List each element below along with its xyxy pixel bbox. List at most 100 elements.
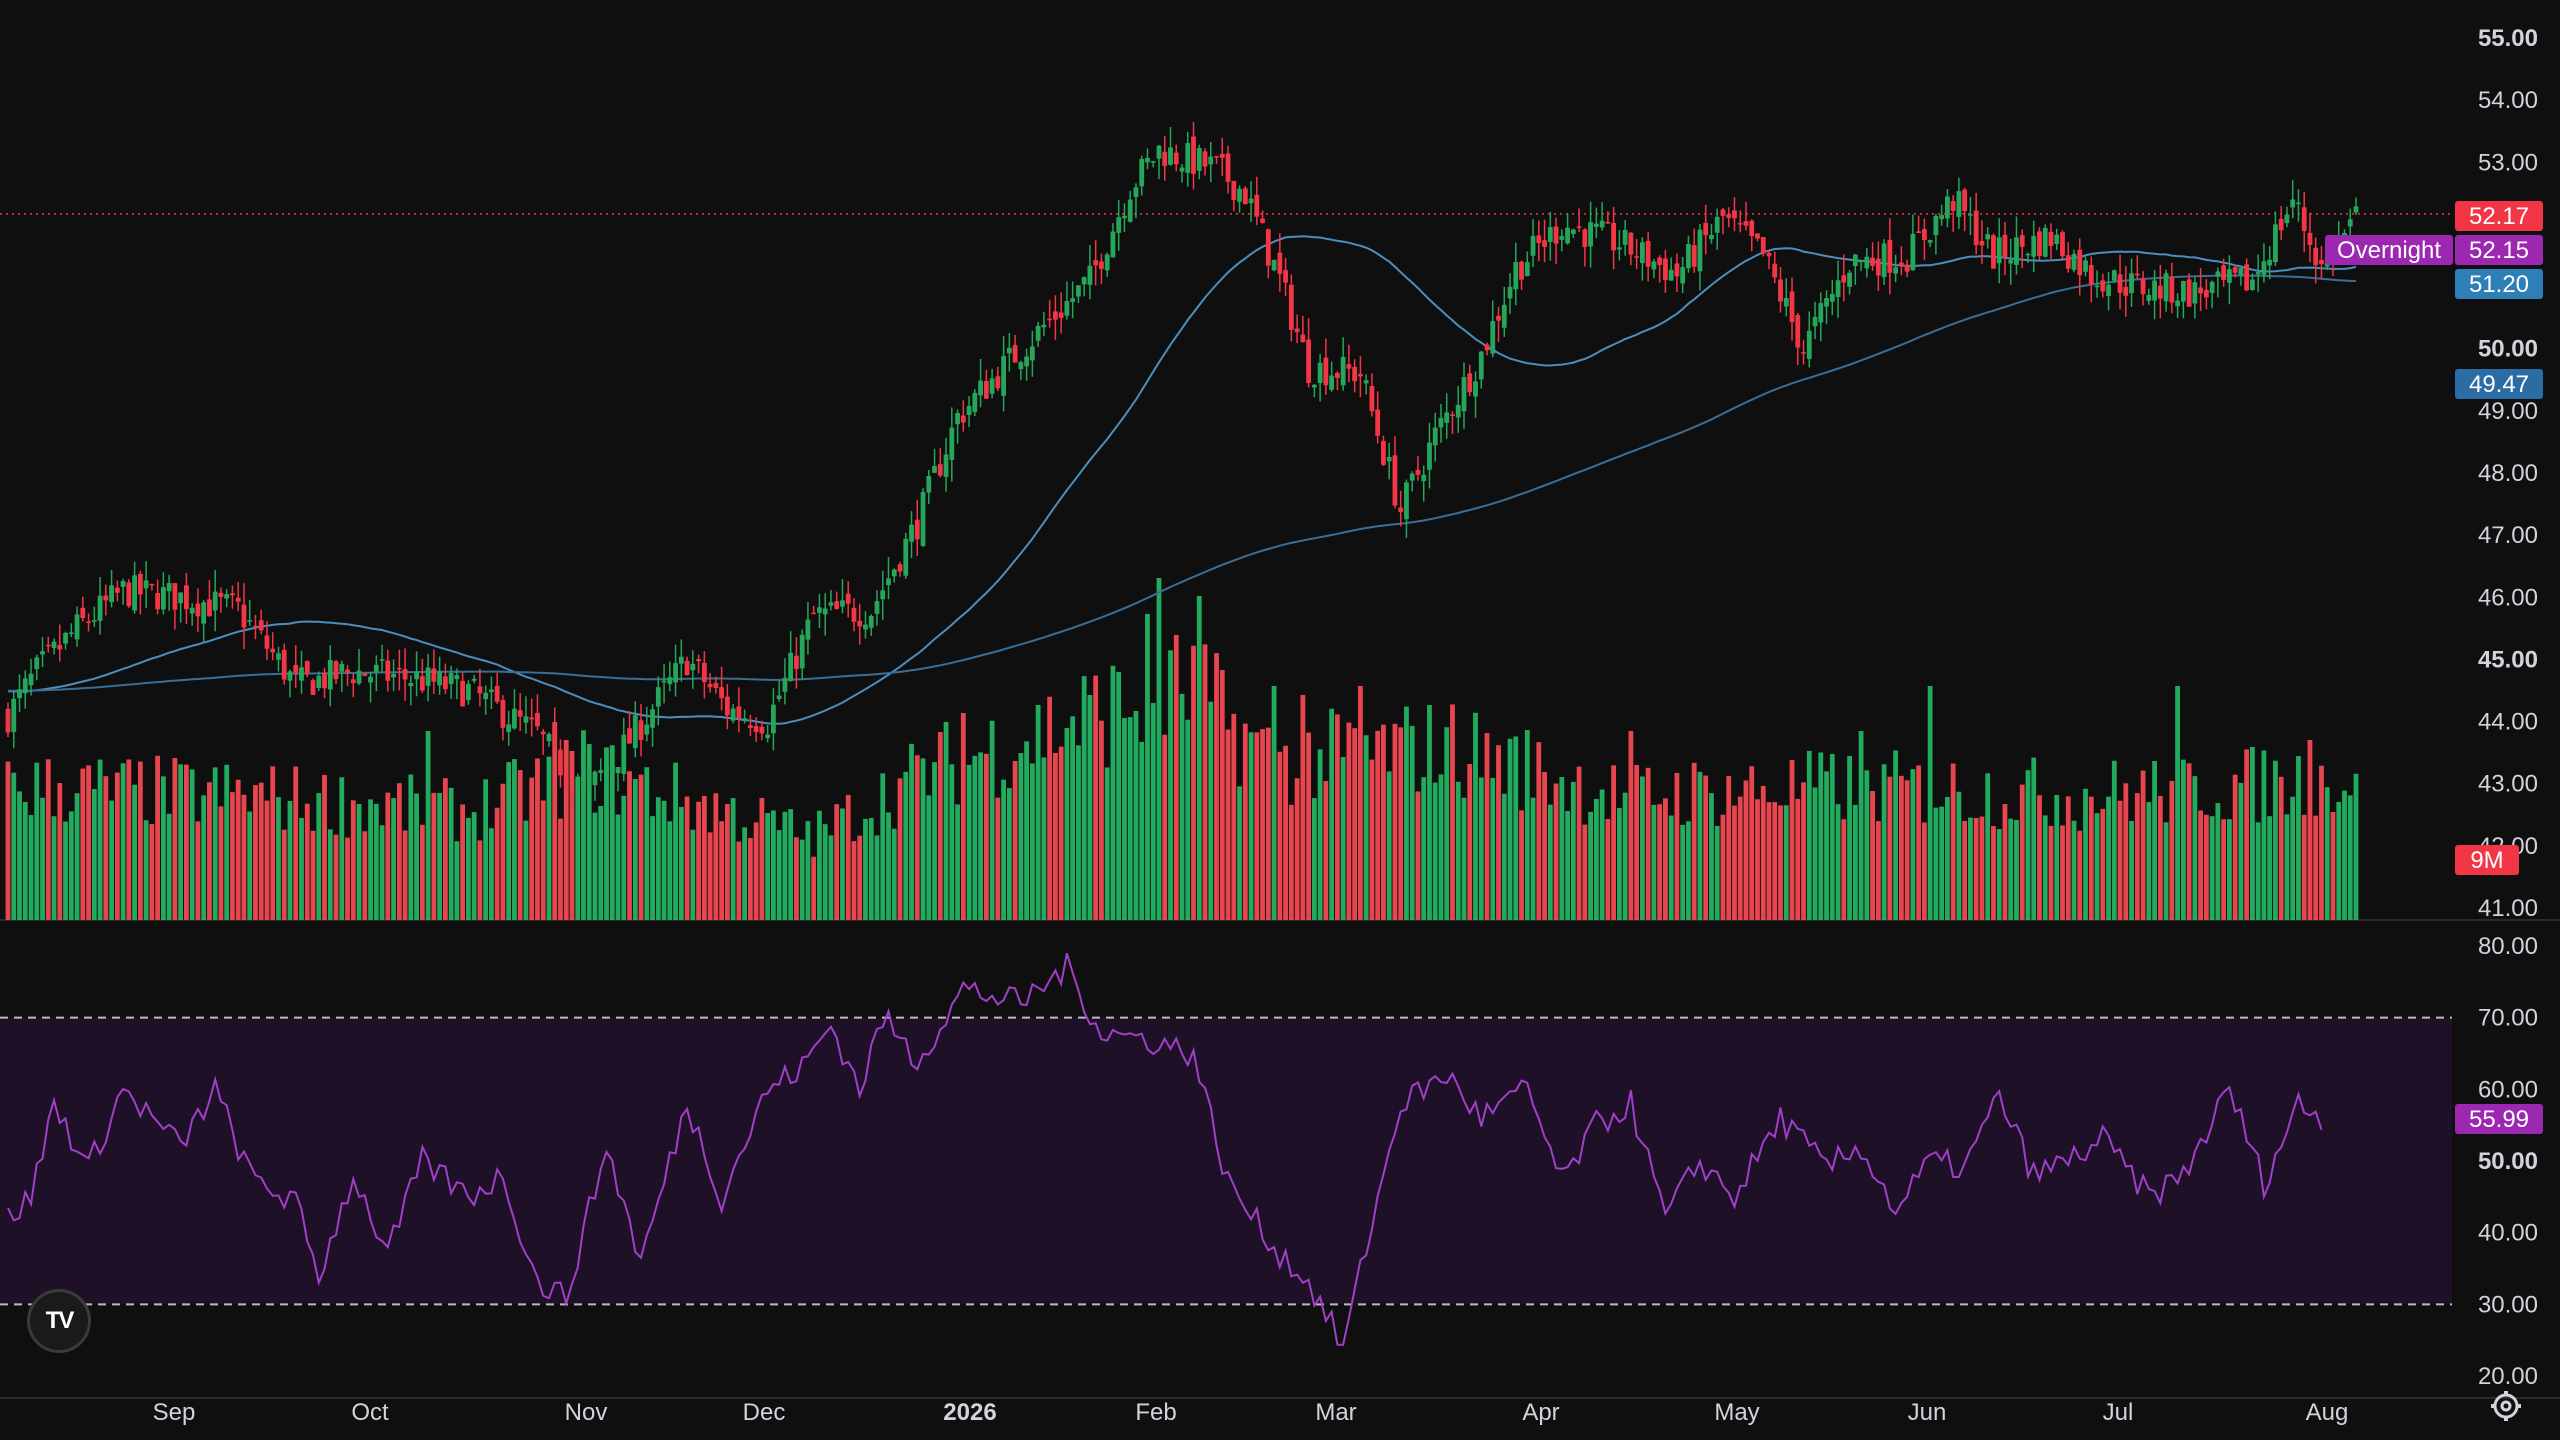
- candle: [822, 593, 828, 636]
- candle: [345, 665, 350, 686]
- volume-bar: [2169, 780, 2175, 920]
- candle: [465, 680, 471, 705]
- time-tick-label: Feb: [1135, 1399, 1176, 1426]
- candle: [34, 654, 40, 681]
- volume-bar: [949, 764, 955, 920]
- candle: [886, 557, 891, 600]
- volume-bar: [362, 831, 368, 920]
- candle: [1789, 277, 1795, 341]
- candle: [1283, 258, 1288, 297]
- volume-bar: [1755, 799, 1760, 920]
- volume-bar: [1093, 675, 1099, 920]
- volume-bar: [1202, 644, 1208, 920]
- candle: [2031, 220, 2037, 273]
- volume-bar: [989, 720, 995, 920]
- candle: [955, 409, 960, 444]
- volume-bar: [828, 835, 834, 920]
- candle: [914, 499, 920, 557]
- settings-button[interactable]: [2488, 1388, 2524, 1424]
- volume-bar: [132, 784, 138, 920]
- volume-bar: [1196, 596, 1202, 920]
- candle: [408, 675, 414, 706]
- candle: [1593, 207, 1599, 239]
- candle: [1916, 215, 1922, 234]
- candle: [2215, 267, 2221, 298]
- candle: [1150, 160, 1156, 168]
- candle: [1847, 269, 1852, 295]
- candle: [1542, 219, 1547, 263]
- volume-bar: [2267, 816, 2273, 920]
- candle: [166, 574, 172, 611]
- volume-bar: [1778, 805, 1783, 920]
- candle: [2065, 242, 2071, 273]
- volume-bar: [143, 820, 149, 920]
- volume-bar: [494, 807, 500, 920]
- candle: [1605, 211, 1611, 224]
- candle: [1852, 253, 1858, 285]
- svg-text:51.20: 51.20: [2469, 271, 2529, 298]
- candle: [604, 766, 609, 778]
- volume-bar: [2157, 795, 2163, 920]
- candle: [2169, 262, 2175, 314]
- volume-bar: [1547, 804, 1553, 920]
- candle: [1674, 253, 1680, 293]
- candle: [2307, 212, 2313, 263]
- candle: [909, 511, 914, 559]
- volume-bar: [2238, 782, 2244, 920]
- price-tick-label: 55.00: [2478, 25, 2538, 52]
- volume-bar: [1593, 798, 1599, 920]
- candle: [1697, 224, 1703, 291]
- volume-bar: [1006, 788, 1012, 920]
- volume-bar: [189, 769, 195, 920]
- volume-bar: [1047, 696, 1053, 920]
- rsi-tick-label: 80.00: [2478, 933, 2538, 960]
- volume-bar: [822, 824, 828, 920]
- volume-bar: [230, 792, 235, 920]
- volume-bar: [955, 804, 960, 920]
- candle: [1778, 266, 1783, 313]
- candle: [1749, 219, 1755, 252]
- price-tick-label: 45.00: [2478, 646, 2538, 673]
- candle: [529, 698, 535, 737]
- candle: [724, 684, 730, 730]
- volume-bar: [891, 828, 897, 920]
- volume-bar: [759, 797, 765, 920]
- candle: [322, 667, 327, 699]
- volume-bar: [696, 801, 701, 920]
- price-tick-label: 50.00: [2478, 336, 2538, 363]
- svg-text:52.15: 52.15: [2469, 237, 2529, 264]
- volume-bar: [753, 822, 759, 920]
- candle: [1168, 126, 1173, 166]
- volume-bar: [1087, 695, 1093, 920]
- candle: [454, 668, 460, 700]
- candle: [1110, 223, 1116, 258]
- volume-bar: [1829, 754, 1835, 920]
- volume-bar: [1945, 796, 1950, 920]
- volume-bar: [2198, 810, 2204, 920]
- volume-bar: [276, 797, 281, 920]
- tradingview-logo[interactable]: TV: [27, 1289, 91, 1353]
- candle: [1651, 258, 1657, 279]
- candle: [678, 639, 684, 682]
- volume-bar: [437, 792, 443, 920]
- volume-bar: [2088, 796, 2094, 920]
- volume-bar: [471, 812, 477, 920]
- candle: [2123, 266, 2129, 317]
- volume-bar: [1438, 774, 1444, 920]
- volume-bar: [1570, 781, 1576, 920]
- candle: [178, 592, 184, 623]
- volume-bar: [903, 771, 909, 920]
- candle: [1622, 219, 1628, 256]
- candle: [2152, 270, 2157, 320]
- axes: 55.00 54.00 53.00 50.00 49.00 48.00 47.00 46.00…: [153, 25, 2538, 1426]
- volume-bar: [943, 721, 949, 920]
- candle: [40, 637, 45, 668]
- volume-bar: [373, 803, 379, 920]
- candle: [615, 766, 621, 792]
- candle: [632, 701, 638, 758]
- candle: [1358, 356, 1363, 398]
- volume-bar: [2261, 750, 2267, 920]
- volume-bar: [621, 795, 627, 920]
- volume-bar: [978, 752, 983, 920]
